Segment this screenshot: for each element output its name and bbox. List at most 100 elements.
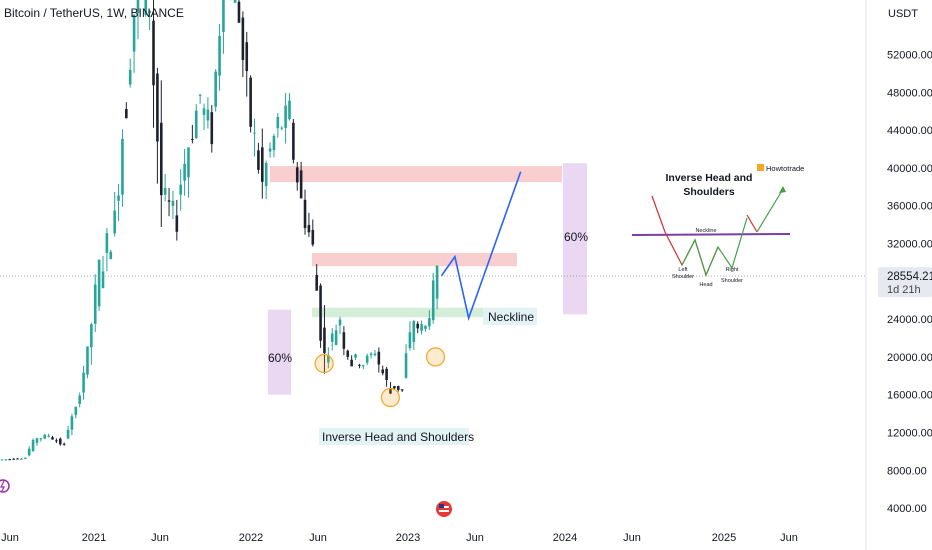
percent-label-left: 60% bbox=[268, 351, 292, 365]
price-tick-label: 48000.00 bbox=[887, 87, 932, 99]
candle-body bbox=[179, 184, 183, 195]
candle-body bbox=[109, 251, 113, 259]
candle-body bbox=[202, 108, 206, 115]
time-tick-label: Jun bbox=[780, 532, 798, 544]
candle-body bbox=[424, 325, 427, 329]
inset-title-line2: Shoulders bbox=[683, 186, 735, 198]
inset-right-shoulder-1: Right bbox=[726, 267, 739, 273]
inset-neckline-label: Neckline bbox=[695, 228, 716, 234]
candle-body bbox=[4, 459, 8, 461]
time-tick-label: 2024 bbox=[553, 532, 577, 544]
pattern-label-text: Inverse Head and Shoulders bbox=[322, 430, 474, 444]
inset-left-shoulder-1: Left bbox=[678, 267, 688, 273]
candle-body bbox=[55, 440, 58, 442]
candle-body bbox=[362, 365, 365, 367]
candle-body bbox=[295, 167, 299, 183]
candle-body bbox=[47, 435, 50, 437]
inset-red-pullback bbox=[746, 214, 758, 233]
time-tick-label: 2025 bbox=[712, 532, 736, 544]
candle-body bbox=[171, 200, 175, 206]
candle-body bbox=[408, 332, 412, 349]
candle-body bbox=[70, 416, 74, 430]
brand-icon bbox=[757, 164, 764, 171]
candle-body bbox=[249, 77, 252, 127]
lightning-icon[interactable] bbox=[0, 479, 10, 493]
candle-body bbox=[338, 319, 342, 326]
time-tick-label: Jun bbox=[309, 532, 327, 544]
candle-body bbox=[342, 332, 346, 349]
time-axis[interactable]: Jun 2021 Jun 2022 Jun 2023 Jun 2024 Jun 2025 Jun bbox=[1, 532, 798, 544]
projection-path bbox=[440, 171, 522, 322]
candle-body bbox=[132, 14, 136, 52]
candle-body bbox=[97, 259, 101, 307]
candle-body bbox=[311, 229, 315, 245]
candle-body bbox=[90, 324, 93, 348]
chart-title: Bitcoin / TetherUS, 1W, BINANCE bbox=[4, 6, 184, 20]
price-axis[interactable]: USDT 52000.00 48000.00 44000.00 40000.00 3600… bbox=[878, 8, 932, 515]
price-tick-label: 16000.00 bbox=[887, 390, 932, 402]
candle-body bbox=[385, 368, 388, 380]
price-tick-label: 40000.00 bbox=[887, 163, 932, 175]
candle-body bbox=[206, 109, 210, 121]
pattern-circle-left-shoulder bbox=[314, 353, 334, 374]
candle-body bbox=[125, 108, 128, 119]
candle-body bbox=[237, 1, 241, 23]
candle-body bbox=[82, 372, 85, 393]
price-tick-label: 8000.00 bbox=[887, 465, 927, 477]
candle-body bbox=[159, 122, 163, 196]
candle-body bbox=[400, 389, 404, 391]
price-tick-label: 24000.00 bbox=[887, 314, 932, 326]
candle-body bbox=[420, 324, 423, 331]
candle-body bbox=[369, 353, 373, 356]
candle-body bbox=[260, 147, 264, 182]
time-tick-label: Jun bbox=[466, 532, 484, 544]
candle-body bbox=[117, 195, 120, 201]
neckline-label-bg bbox=[483, 308, 537, 325]
candle-body bbox=[389, 389, 392, 394]
candle-body bbox=[16, 458, 19, 460]
pattern-reference-inset: Inverse Head and Shoulders Howtotrade Ne… bbox=[631, 164, 804, 288]
candle-body bbox=[233, 0, 237, 3]
time-tick-label: 2021 bbox=[82, 532, 106, 544]
candles-layer bbox=[0, 0, 439, 461]
time-tick-label: Jun bbox=[1, 532, 19, 544]
candle-body bbox=[128, 69, 132, 85]
candle-body bbox=[39, 438, 43, 440]
candle-body bbox=[12, 458, 15, 460]
candle-body bbox=[105, 233, 109, 253]
inset-neckline bbox=[631, 233, 791, 236]
price-tick-label: 4000.00 bbox=[887, 503, 927, 515]
price-badge-bg bbox=[878, 267, 932, 298]
economic-event-icon[interactable] bbox=[436, 501, 452, 517]
candle-body bbox=[218, 35, 221, 76]
zone-resistance-upper bbox=[270, 166, 562, 183]
price-tick-label: 44000.00 bbox=[887, 125, 932, 137]
candle-body bbox=[167, 200, 171, 202]
candle-body bbox=[264, 162, 268, 187]
candle-body bbox=[276, 116, 280, 129]
candle-body bbox=[435, 265, 439, 299]
candle-body bbox=[358, 364, 361, 366]
candle-body bbox=[292, 122, 295, 160]
candle-body bbox=[101, 271, 105, 289]
candle-body bbox=[144, 0, 148, 15]
candle-body bbox=[377, 351, 381, 365]
candle-body bbox=[163, 187, 167, 195]
candle-body bbox=[86, 346, 89, 375]
candle-body bbox=[272, 136, 276, 151]
candle-body bbox=[307, 224, 311, 233]
candle-body bbox=[319, 285, 322, 341]
neckline-label: Neckline bbox=[483, 308, 537, 325]
candle-body bbox=[194, 110, 198, 139]
candle-body bbox=[214, 71, 217, 107]
candle-body bbox=[156, 73, 159, 142]
price-badge-value: 28554.21 bbox=[887, 271, 932, 283]
candle-body bbox=[346, 350, 350, 357]
percent-label-right: 60% bbox=[564, 230, 588, 244]
candle-body bbox=[136, 0, 140, 13]
price-tick-label: 32000.00 bbox=[887, 239, 932, 251]
candle-body bbox=[315, 274, 318, 291]
candle-body bbox=[431, 280, 435, 321]
